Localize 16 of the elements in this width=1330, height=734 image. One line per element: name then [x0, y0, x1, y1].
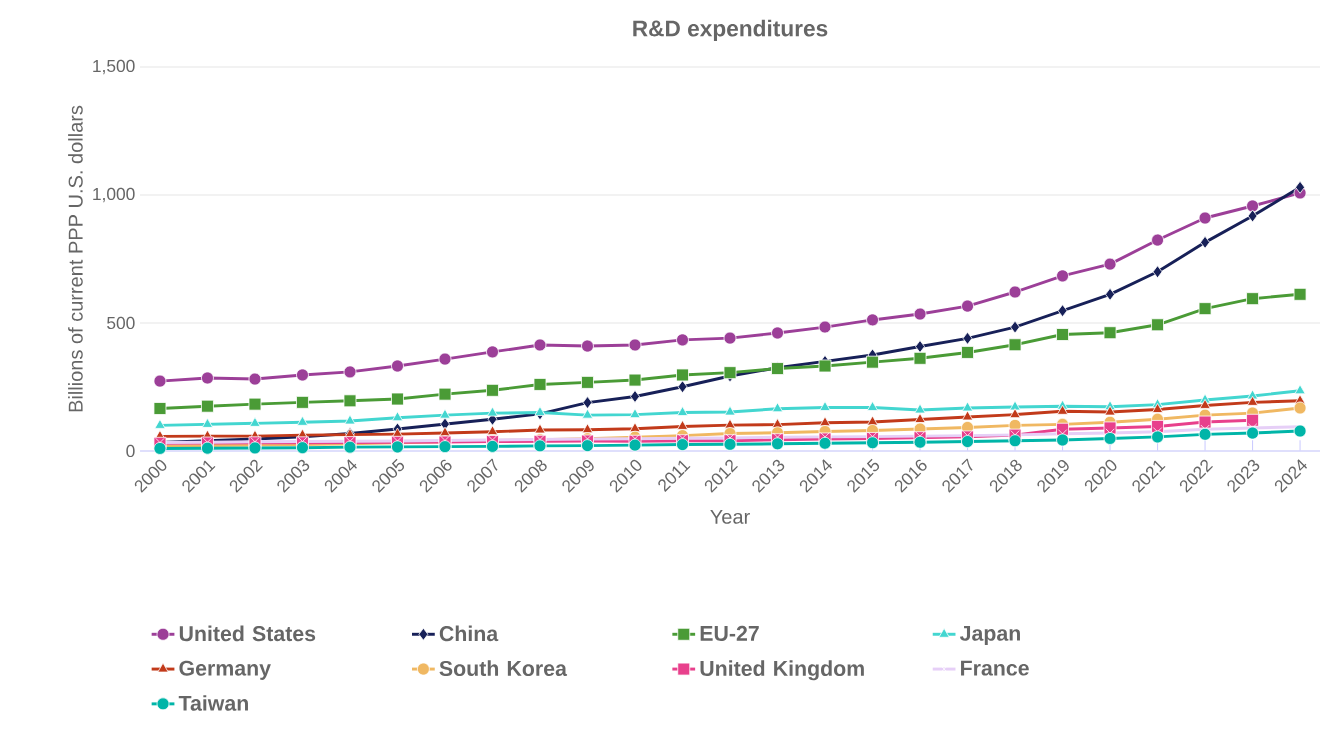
legend-label: United Kingdom [700, 660, 864, 681]
legend-label: Japan [959, 625, 1020, 646]
legend-label: EU-27 [700, 625, 759, 641]
y-tick-label: 1,000 [93, 187, 135, 203]
legend-label: China [439, 625, 499, 642]
legend-label: Germany [179, 660, 271, 680]
legend-label: United States [179, 625, 316, 642]
y-tick-label: 1,500 [93, 59, 135, 75]
y-tick-label: 0 [126, 444, 135, 458]
legend-label: Taiwan [178, 695, 248, 711]
y-tick-label: 500 [107, 316, 135, 330]
x-axis-title: Year [710, 509, 750, 524]
chart-title: R&D expenditures [633, 19, 828, 41]
legend-label: France [961, 660, 1029, 676]
y-axis-title: Billions of current PPP U.S. dollars [68, 105, 83, 412]
legend-label: South Korea [439, 660, 568, 677]
